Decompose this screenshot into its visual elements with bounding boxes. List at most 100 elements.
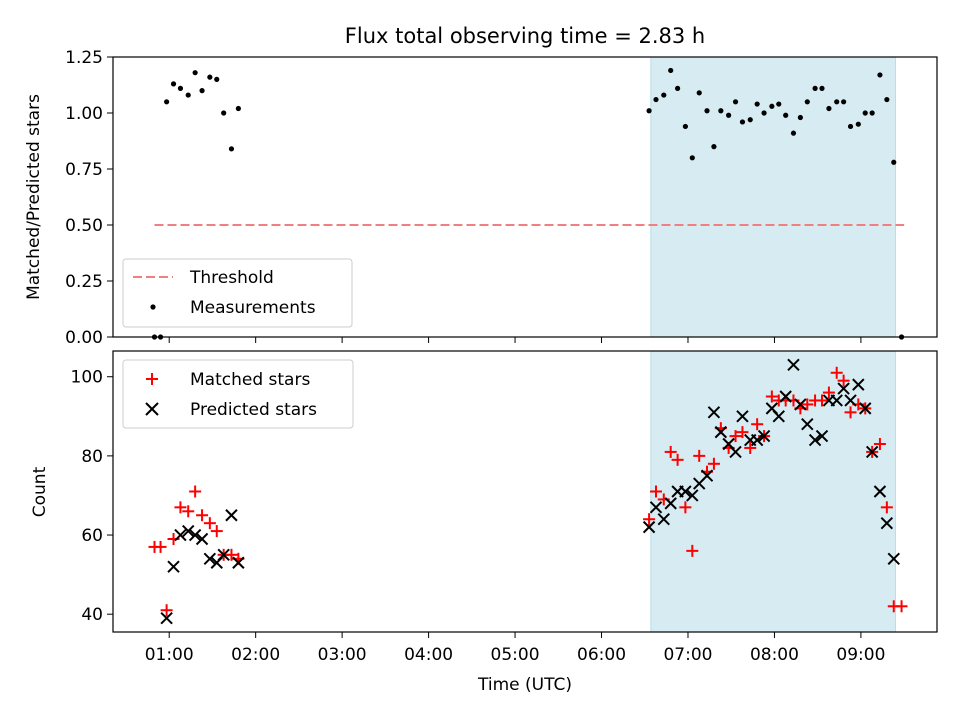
matched-star-point [189, 485, 202, 498]
measurement-point [170, 81, 177, 87]
measurement-point [718, 108, 724, 114]
measurement-point [668, 67, 674, 74]
x-tick-label: 01:00 [145, 645, 194, 665]
matched-star-point [643, 513, 656, 526]
predicted-star-point [217, 548, 230, 562]
predicted-star-point [787, 358, 800, 372]
top-plot-frame [112, 56, 938, 338]
matched-star-point [736, 426, 749, 439]
matched-star-point [686, 544, 699, 557]
measurement-point [682, 123, 688, 130]
predicted-star-point [815, 429, 829, 443]
measurement-point [214, 76, 220, 82]
measurement-point [207, 74, 213, 80]
predicted-star-points [160, 358, 900, 625]
predicted-star-point [873, 485, 887, 498]
bottom-y-tick-label: 100 [71, 368, 103, 388]
matched-star-point [679, 501, 692, 514]
predicted-star-point [700, 469, 714, 482]
top-legend: Threshold Measurements [122, 258, 353, 328]
measurement-point [891, 159, 897, 165]
x-axis-label: Time (UTC) [477, 675, 572, 695]
x-tick-label: 06:00 [577, 645, 626, 665]
bottom-y-tick-label: 40 [81, 605, 103, 625]
predicted-star-point [679, 485, 692, 498]
measurement-point [884, 96, 890, 103]
matched-star-point [154, 540, 167, 553]
matched-star-point [664, 445, 677, 458]
predicted-star-point [707, 406, 721, 419]
measurement-point [675, 85, 681, 91]
chart-title: Flux total observing time = 2.83 h [345, 24, 705, 48]
matched-star-point [225, 548, 238, 561]
measurement-point [689, 155, 695, 161]
matched-star-point [765, 390, 778, 403]
measurement-point [732, 99, 739, 105]
measurement-point [646, 108, 652, 114]
top-y-tick-label: 1.00 [65, 104, 103, 124]
predicted-star-point [887, 552, 900, 565]
legend-predicted-swatch [145, 402, 159, 416]
predicted-star-point [808, 433, 822, 447]
predicted-star-point [174, 528, 187, 542]
predicted-star-point [232, 556, 245, 569]
x-tick-label: 02:00 [231, 645, 280, 665]
matched-star-points [148, 366, 908, 617]
matched-star-point [210, 525, 223, 538]
measurement-point [164, 99, 170, 105]
measurement-point [696, 90, 702, 96]
top-y-tick-label: 0.50 [65, 216, 103, 236]
measurement-point [747, 117, 753, 123]
matched-star-point [844, 406, 857, 419]
measurement-point [221, 110, 227, 116]
x-tick-label: 08:00 [750, 645, 799, 665]
measurement-point [783, 112, 789, 118]
bottom-legend: Matched stars Predicted stars [122, 359, 354, 429]
measurement-point [653, 96, 659, 103]
measurement-point [177, 85, 184, 91]
predicted-star-point [750, 433, 764, 447]
bottom-panel: 40 60 80 100 01:00 02:00 03:00 04:00 05:00 06:00… [30, 350, 938, 695]
predicted-star-point [865, 445, 879, 459]
predicted-star-point [844, 394, 857, 407]
matched-star-point [830, 366, 843, 379]
top-y-tick-label: 0.00 [65, 328, 103, 348]
matched-star-point [693, 449, 706, 462]
measurement-point [661, 92, 667, 98]
top-shaded-region [650, 56, 896, 338]
matched-star-point [822, 386, 835, 399]
x-tick-label: 09:00 [836, 645, 885, 665]
matched-star-point [729, 430, 742, 443]
bottom-y-tick-label: 80 [81, 447, 103, 467]
bottom-legend-box [122, 359, 354, 429]
top-panel: 0.00 0.25 0.50 0.75 1.00 1.25 Matched/Predict… [24, 48, 938, 348]
predicted-star-point [729, 445, 742, 459]
matched-star-point [671, 453, 684, 466]
top-x-ticks [168, 337, 862, 343]
top-y-tick-label: 0.75 [65, 160, 103, 180]
predicted-star-point [880, 516, 894, 530]
measurement-point [862, 110, 868, 116]
measurement-point [776, 101, 782, 107]
predicted-star-point [203, 552, 217, 565]
measurement-point [819, 85, 825, 91]
matched-star-point [744, 441, 757, 454]
predicted-star-point [225, 509, 238, 522]
predicted-star-point [859, 402, 872, 415]
top-legend-box [122, 258, 353, 328]
predicted-star-point [167, 560, 180, 573]
matched-star-point [174, 501, 187, 514]
matched-star-point [837, 374, 850, 387]
measurement-point [834, 99, 840, 105]
x-tick-label: 03:00 [318, 645, 367, 665]
measurement-point [841, 99, 847, 105]
measurement-point [704, 108, 710, 114]
measurement-point [847, 123, 854, 130]
measurement-point [761, 110, 767, 116]
top-y-tick-label: 1.25 [65, 48, 103, 68]
predicted-star-point [794, 398, 807, 411]
measurement-point [769, 103, 775, 109]
bottom-y-ticks: 40 60 80 100 [71, 368, 113, 625]
legend-matched-swatch [146, 373, 158, 385]
predicted-star-point [801, 418, 814, 431]
